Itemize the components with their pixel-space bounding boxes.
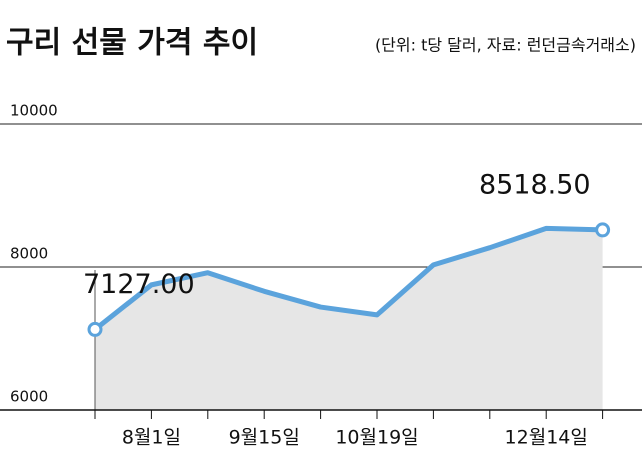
y-tick-label: 6000 <box>10 388 48 406</box>
x-tick-label: 10월19일 <box>335 427 418 449</box>
value-label: 7127.00 <box>83 269 195 300</box>
chart-subtitle: (단위: t당 달러, 자료: 런던금속거래소) <box>375 36 636 55</box>
y-tick-label: 10000 <box>10 102 58 120</box>
line <box>93 225 603 332</box>
x-tick-label: 9월15일 <box>229 427 300 449</box>
point-marker <box>595 222 611 238</box>
x-tick-label: 12월14일 <box>505 427 588 449</box>
area <box>95 228 603 410</box>
y-tick-label: 8000 <box>10 245 48 263</box>
value-label: 8518.50 <box>479 169 591 200</box>
x-tick-label: 8월1일 <box>122 427 181 449</box>
chart-title: 구리 선물 가격 추이 <box>6 26 258 61</box>
point-marker <box>87 321 103 337</box>
